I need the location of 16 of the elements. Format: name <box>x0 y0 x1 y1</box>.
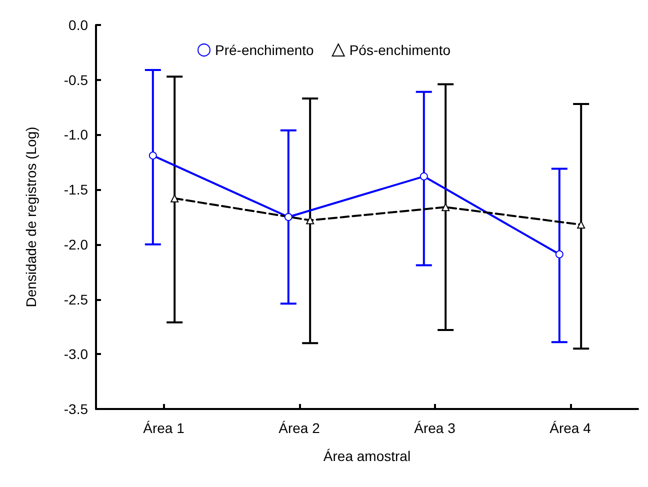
legend-label: Pós-enchimento <box>349 42 451 58</box>
y-tick-label: 0.0 <box>68 17 88 33</box>
y-tick-label: -1.0 <box>64 126 88 143</box>
y-tick-label: -3.0 <box>64 346 88 362</box>
y-tick-label: -2.0 <box>64 236 88 252</box>
legend-label: Pré-enchimento <box>215 42 314 58</box>
y-tick-label: -0.5 <box>64 72 88 88</box>
x-axis-title: Área amostral <box>323 448 411 464</box>
x-tick-label: Área 2 <box>278 420 320 436</box>
y-tick-label: -2.5 <box>64 291 88 308</box>
y-axis-title: Densidade de registros (Log) <box>23 126 39 308</box>
x-tick-label: Área 1 <box>143 420 185 436</box>
y-tick-label: -1.5 <box>64 182 88 198</box>
x-tick-label: Área 4 <box>550 420 592 436</box>
y-tick-label: -3.5 <box>64 401 88 417</box>
x-tick-label: Área 3 <box>414 420 456 436</box>
